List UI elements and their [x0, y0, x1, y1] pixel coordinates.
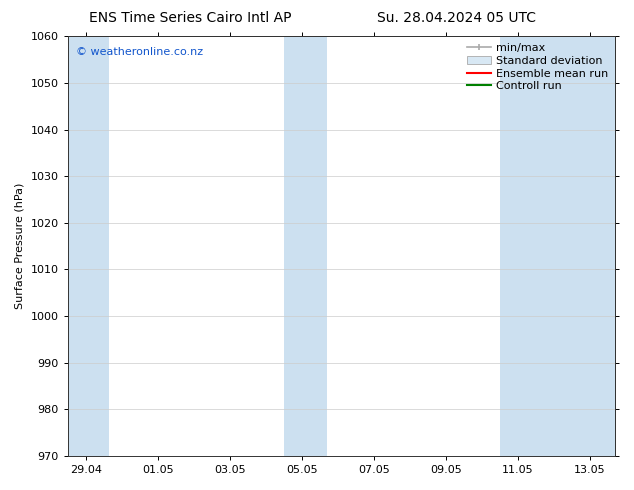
Bar	[500, 36, 615, 456]
Legend: min/max, Standard deviation, Ensemble mean run, Controll run: min/max, Standard deviation, Ensemble me…	[463, 39, 612, 96]
Text: ENS Time Series Cairo Intl AP: ENS Time Series Cairo Intl AP	[89, 11, 292, 25]
Bar	[283, 36, 327, 456]
Text: Su. 28.04.2024 05 UTC: Su. 28.04.2024 05 UTC	[377, 11, 536, 25]
Y-axis label: Surface Pressure (hPa): Surface Pressure (hPa)	[15, 183, 25, 309]
Bar	[68, 36, 109, 456]
Text: © weatheronline.co.nz: © weatheronline.co.nz	[76, 47, 203, 57]
